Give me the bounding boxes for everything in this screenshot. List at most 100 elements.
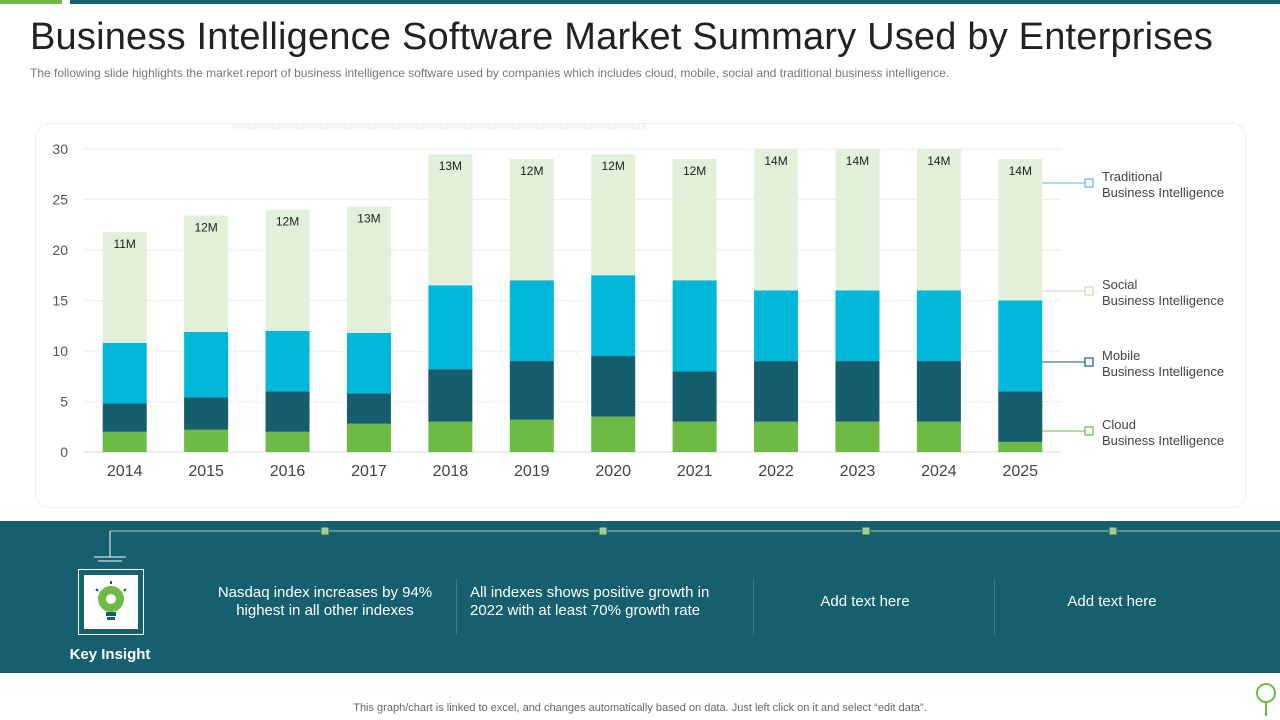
bar-segment bbox=[102, 403, 147, 432]
bar-segment bbox=[428, 285, 473, 370]
bar-segment bbox=[916, 361, 961, 422]
bar-segment bbox=[835, 421, 880, 452]
data-label: 12M bbox=[194, 221, 217, 235]
divider bbox=[753, 579, 754, 635]
footer-note: This graph/chart is linked to excel, and… bbox=[353, 702, 927, 714]
bar-segment bbox=[509, 419, 554, 452]
bar-segment bbox=[184, 215, 229, 332]
x-tick-label: 2015 bbox=[188, 463, 224, 480]
bar-segment bbox=[102, 342, 147, 404]
x-tick-label: 2017 bbox=[351, 463, 387, 480]
bar-segment bbox=[265, 209, 310, 331]
stacked-bar-chart[interactable]: 05101520253011M201412M201512M201613M2017… bbox=[36, 124, 1247, 509]
bar-segment bbox=[916, 149, 961, 291]
bar-segment bbox=[346, 206, 391, 333]
legend-label: Social bbox=[1102, 277, 1138, 292]
divider bbox=[456, 579, 457, 635]
bar-segment bbox=[754, 421, 799, 452]
bar-segment bbox=[754, 149, 799, 291]
legend-label: Business Intelligence bbox=[1102, 185, 1224, 200]
bar-segment bbox=[998, 300, 1043, 392]
accent-bar-teal bbox=[70, 0, 1280, 4]
data-label: 14M bbox=[846, 154, 869, 168]
y-tick-label: 30 bbox=[52, 141, 68, 157]
bar-segment bbox=[916, 290, 961, 362]
bar-segment bbox=[428, 369, 473, 422]
x-tick-label: 2025 bbox=[1002, 463, 1038, 480]
bar-segment bbox=[998, 159, 1043, 301]
bar-segment bbox=[591, 275, 636, 357]
x-tick-label: 2014 bbox=[107, 463, 143, 480]
page-subtitle: The following slide highlights the marke… bbox=[30, 66, 950, 80]
x-tick-label: 2018 bbox=[433, 463, 469, 480]
connector-node bbox=[861, 526, 871, 536]
legend-marker bbox=[1084, 357, 1094, 367]
bar-segment bbox=[835, 361, 880, 422]
bar-segment bbox=[265, 391, 310, 432]
insight-text-3[interactable]: Add text here bbox=[820, 593, 910, 610]
bar-segment bbox=[754, 361, 799, 422]
bar-segment bbox=[916, 421, 961, 452]
bar-segment bbox=[346, 393, 391, 424]
connector-node bbox=[1108, 526, 1118, 536]
connector-node bbox=[320, 526, 330, 536]
bar-segment bbox=[184, 429, 229, 452]
x-tick-label: 2016 bbox=[270, 463, 306, 480]
x-tick-label: 2024 bbox=[921, 463, 957, 480]
legend-label: Business Intelligence bbox=[1102, 433, 1224, 448]
y-tick-label: 5 bbox=[60, 394, 68, 410]
data-label: 13M bbox=[357, 212, 380, 226]
key-insight-band: Key Insight Nasdaq index increases by 94… bbox=[0, 521, 1280, 673]
data-label: 12M bbox=[276, 215, 299, 229]
y-tick-label: 10 bbox=[52, 343, 68, 359]
x-tick-label: 2020 bbox=[595, 463, 631, 480]
legend-marker bbox=[1084, 426, 1094, 436]
bar-segment bbox=[672, 159, 717, 281]
y-tick-label: 15 bbox=[52, 293, 68, 309]
x-tick-label: 2022 bbox=[758, 463, 794, 480]
legend-label: Traditional bbox=[1102, 169, 1162, 184]
data-label: 12M bbox=[602, 159, 625, 173]
bar-segment bbox=[346, 423, 391, 452]
bar-segment bbox=[591, 356, 636, 417]
bar-segment bbox=[428, 421, 473, 452]
y-tick-label: 0 bbox=[60, 444, 68, 460]
bar-segment bbox=[672, 280, 717, 372]
key-insight-label: Key Insight bbox=[69, 646, 151, 663]
x-tick-label: 2021 bbox=[677, 463, 713, 480]
bar-segment bbox=[591, 416, 636, 452]
data-label: 11M bbox=[113, 237, 135, 251]
bar-segment bbox=[754, 290, 799, 362]
y-tick-label: 25 bbox=[52, 192, 68, 208]
y-tick-label: 20 bbox=[52, 242, 68, 258]
bar-segment bbox=[102, 431, 147, 452]
data-label: 12M bbox=[520, 164, 543, 178]
bar-segment bbox=[509, 280, 554, 362]
legend-label: Business Intelligence bbox=[1102, 364, 1224, 379]
insight-text-4[interactable]: Add text here bbox=[1067, 593, 1157, 610]
bar-segment bbox=[835, 290, 880, 362]
chart-card[interactable]: 0 5 10 15 20 25 30 11M 2014 12M 2015 12M 2016 13M 2017… bbox=[35, 123, 1246, 508]
bar-segment bbox=[102, 231, 147, 343]
x-tick-label: 2023 bbox=[840, 463, 876, 480]
divider bbox=[994, 579, 995, 635]
bar-segment bbox=[346, 332, 391, 394]
legend-marker bbox=[1084, 286, 1094, 296]
bar-segment bbox=[509, 361, 554, 420]
bar-segment bbox=[591, 154, 636, 276]
data-label: 14M bbox=[927, 154, 950, 168]
connector-node bbox=[598, 526, 608, 536]
data-label: 12M bbox=[683, 164, 706, 178]
bar-segment bbox=[265, 431, 310, 452]
bar-segment bbox=[184, 331, 229, 398]
bar-segment bbox=[672, 371, 717, 422]
lightbulb-outline-icon bbox=[1256, 683, 1276, 716]
insight-connector-lines bbox=[94, 526, 1280, 562]
data-label: 13M bbox=[439, 159, 462, 173]
insight-icon-frame bbox=[78, 569, 144, 635]
bar-segment bbox=[998, 441, 1043, 452]
page-title: Business Intelligence Software Market Su… bbox=[30, 16, 1214, 58]
lightbulb-gear-icon bbox=[95, 581, 127, 620]
insight-text-1: Nasdaq index increases by 94% highest in… bbox=[217, 584, 433, 619]
